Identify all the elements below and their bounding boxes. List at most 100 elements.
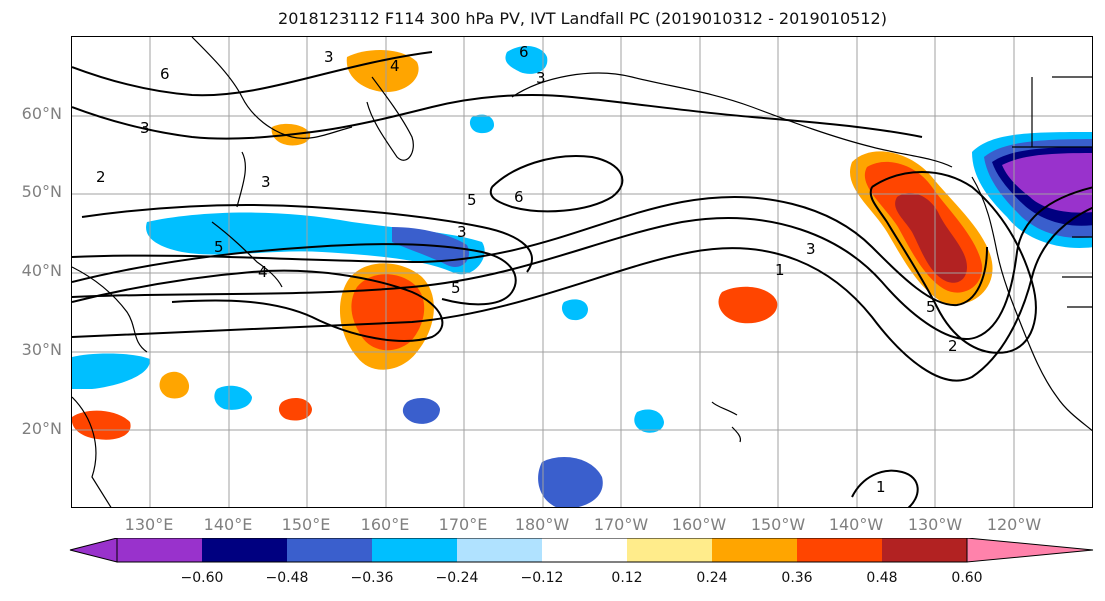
colorbar-bin-8 bbox=[712, 538, 797, 562]
coast-north-america bbox=[971, 176, 1092, 432]
contour-long-north bbox=[72, 186, 1092, 340]
contour-label: 6 bbox=[514, 188, 524, 206]
contour-label: 2 bbox=[948, 337, 958, 355]
contour-label: 5 bbox=[214, 238, 224, 256]
lon-label-130e: 130°E bbox=[124, 515, 174, 534]
contour-mid-1 bbox=[72, 196, 988, 307]
contour-label: 6 bbox=[160, 65, 170, 83]
colorbar-bin-2 bbox=[202, 538, 287, 562]
coast-kamchatka bbox=[366, 76, 414, 161]
contour-label: 3 bbox=[536, 69, 546, 87]
colorbar-tick-label: 0.48 bbox=[866, 570, 898, 586]
pv-positive-patch-west bbox=[72, 410, 131, 440]
contour-ring-1 bbox=[72, 269, 444, 342]
coast-siberia bbox=[191, 37, 353, 139]
pv-positive-patch-small-c bbox=[159, 371, 190, 399]
coast-canada-border bbox=[1012, 76, 1092, 308]
colorbar-bin-6 bbox=[542, 538, 627, 562]
contour-ring-2 bbox=[72, 243, 517, 306]
coast-alaska bbox=[511, 72, 953, 168]
colorbar-tick-label: −0.48 bbox=[265, 570, 309, 586]
pv-positive-region-gulf-alaska-max bbox=[895, 192, 967, 283]
coast-japan bbox=[211, 151, 283, 288]
colorbar bbox=[69, 538, 1094, 563]
pv-negative-region-canada-peak bbox=[1002, 153, 1092, 213]
colorbar-tick-label: −0.60 bbox=[180, 570, 224, 586]
contour-labels: 3 6 3 4 6 3 2 3 5 6 5 3 5 4 1 3 5 2 1 bbox=[96, 43, 958, 496]
contour-label: 3 bbox=[261, 173, 271, 191]
colorbar-bin-7 bbox=[627, 538, 712, 562]
pv-fill-layer bbox=[72, 45, 1092, 507]
pv-negative-patch-small-b bbox=[214, 385, 252, 410]
graticule bbox=[72, 37, 1092, 507]
pv-negative-patch-west bbox=[72, 353, 151, 389]
pv-negative-patch-small-h bbox=[469, 114, 494, 134]
contour-label: 5 bbox=[467, 191, 477, 209]
colorbar-bin-10 bbox=[882, 538, 967, 562]
lon-label-180w: 180°W bbox=[514, 515, 570, 534]
pv-positive-patch-hawaii-north bbox=[718, 286, 778, 324]
colorbar-tick-label: −0.36 bbox=[350, 570, 394, 586]
colorbar-bin-4 bbox=[372, 538, 457, 562]
contour-label: 5 bbox=[451, 279, 461, 297]
colorbar-frame bbox=[116, 538, 968, 563]
ivt-contours bbox=[72, 51, 1092, 507]
contour-label: 3 bbox=[140, 119, 150, 137]
coastlines bbox=[72, 37, 1092, 507]
colorbar-bin-1 bbox=[117, 538, 202, 562]
map-title: 2018123112 F114 300 hPa PV, IVT Landfall… bbox=[278, 9, 887, 28]
lat-label-50n: 50°N bbox=[21, 182, 62, 201]
lon-label-120w: 120°W bbox=[986, 515, 1042, 534]
contour-south-small bbox=[851, 469, 919, 507]
contour-arctic-2 bbox=[72, 94, 923, 140]
map-panel: 3 6 3 4 6 3 2 3 5 6 5 3 5 4 1 3 5 2 1 bbox=[71, 36, 1093, 508]
colorbar-high-arrow bbox=[966, 538, 1094, 563]
pv-negative-region-arctic bbox=[505, 45, 548, 74]
lon-label-170e: 170°E bbox=[438, 515, 488, 534]
contour-label: 3 bbox=[324, 48, 334, 66]
pv-positive-patch-small-d bbox=[278, 397, 312, 421]
contour-long-south bbox=[72, 206, 1092, 382]
pv-negative-region-jet-core bbox=[392, 227, 470, 267]
colorbar-tick-label: −0.24 bbox=[435, 570, 479, 586]
lat-label-20n: 20°N bbox=[21, 419, 62, 438]
contour-ring-3 bbox=[81, 204, 533, 273]
colorbar-tick-label: 0.60 bbox=[951, 570, 983, 586]
coast-asia-east bbox=[72, 266, 148, 507]
contour-arctic-1 bbox=[72, 51, 433, 97]
contour-mid-2 bbox=[489, 155, 624, 213]
lat-label-40n: 40°N bbox=[21, 261, 62, 280]
contour-label: 5 bbox=[926, 298, 936, 316]
map-canvas: 3 6 3 4 6 3 2 3 5 6 5 3 5 4 1 3 5 2 1 bbox=[72, 37, 1092, 507]
colorbar-tick-label: 0.24 bbox=[696, 570, 728, 586]
contour-east-ring bbox=[869, 171, 1037, 354]
lon-label-170w: 170°W bbox=[593, 515, 649, 534]
lon-label-140e: 140°E bbox=[203, 515, 253, 534]
contour-label: 1 bbox=[775, 261, 785, 279]
colorbar-bin-5 bbox=[457, 538, 542, 562]
pv-positive-region-central-core bbox=[351, 274, 425, 351]
lat-label-60n: 60°N bbox=[21, 104, 62, 123]
contour-label: 1 bbox=[876, 478, 886, 496]
lon-label-140w: 140°W bbox=[828, 515, 884, 534]
colorbar-bin-9 bbox=[797, 538, 882, 562]
pv-negative-patch-small-f bbox=[561, 299, 588, 321]
contour-label: 4 bbox=[390, 57, 400, 75]
lat-label-30n: 30°N bbox=[21, 340, 62, 359]
pv-negative-patch-small-e bbox=[634, 409, 664, 433]
colorbar-tick-label: 0.12 bbox=[611, 570, 643, 586]
lon-label-150w: 150°W bbox=[750, 515, 806, 534]
coast-hawaii bbox=[711, 401, 742, 443]
contour-label: 3 bbox=[457, 223, 467, 241]
colorbar-tick-label: −0.12 bbox=[520, 570, 564, 586]
contour-label: 3 bbox=[806, 240, 816, 258]
colorbar-bin-3 bbox=[287, 538, 372, 562]
pv-positive-region-kamchatka bbox=[346, 50, 419, 92]
colorbar-low-arrow bbox=[69, 538, 118, 563]
contour-label: 2 bbox=[96, 168, 106, 186]
contour-label: 4 bbox=[258, 263, 268, 281]
lon-label-150e: 150°E bbox=[281, 515, 331, 534]
pv-negative-patch-small-a bbox=[402, 397, 440, 424]
lon-label-160w: 160°W bbox=[671, 515, 727, 534]
pv-negative-patch-south bbox=[538, 457, 603, 507]
